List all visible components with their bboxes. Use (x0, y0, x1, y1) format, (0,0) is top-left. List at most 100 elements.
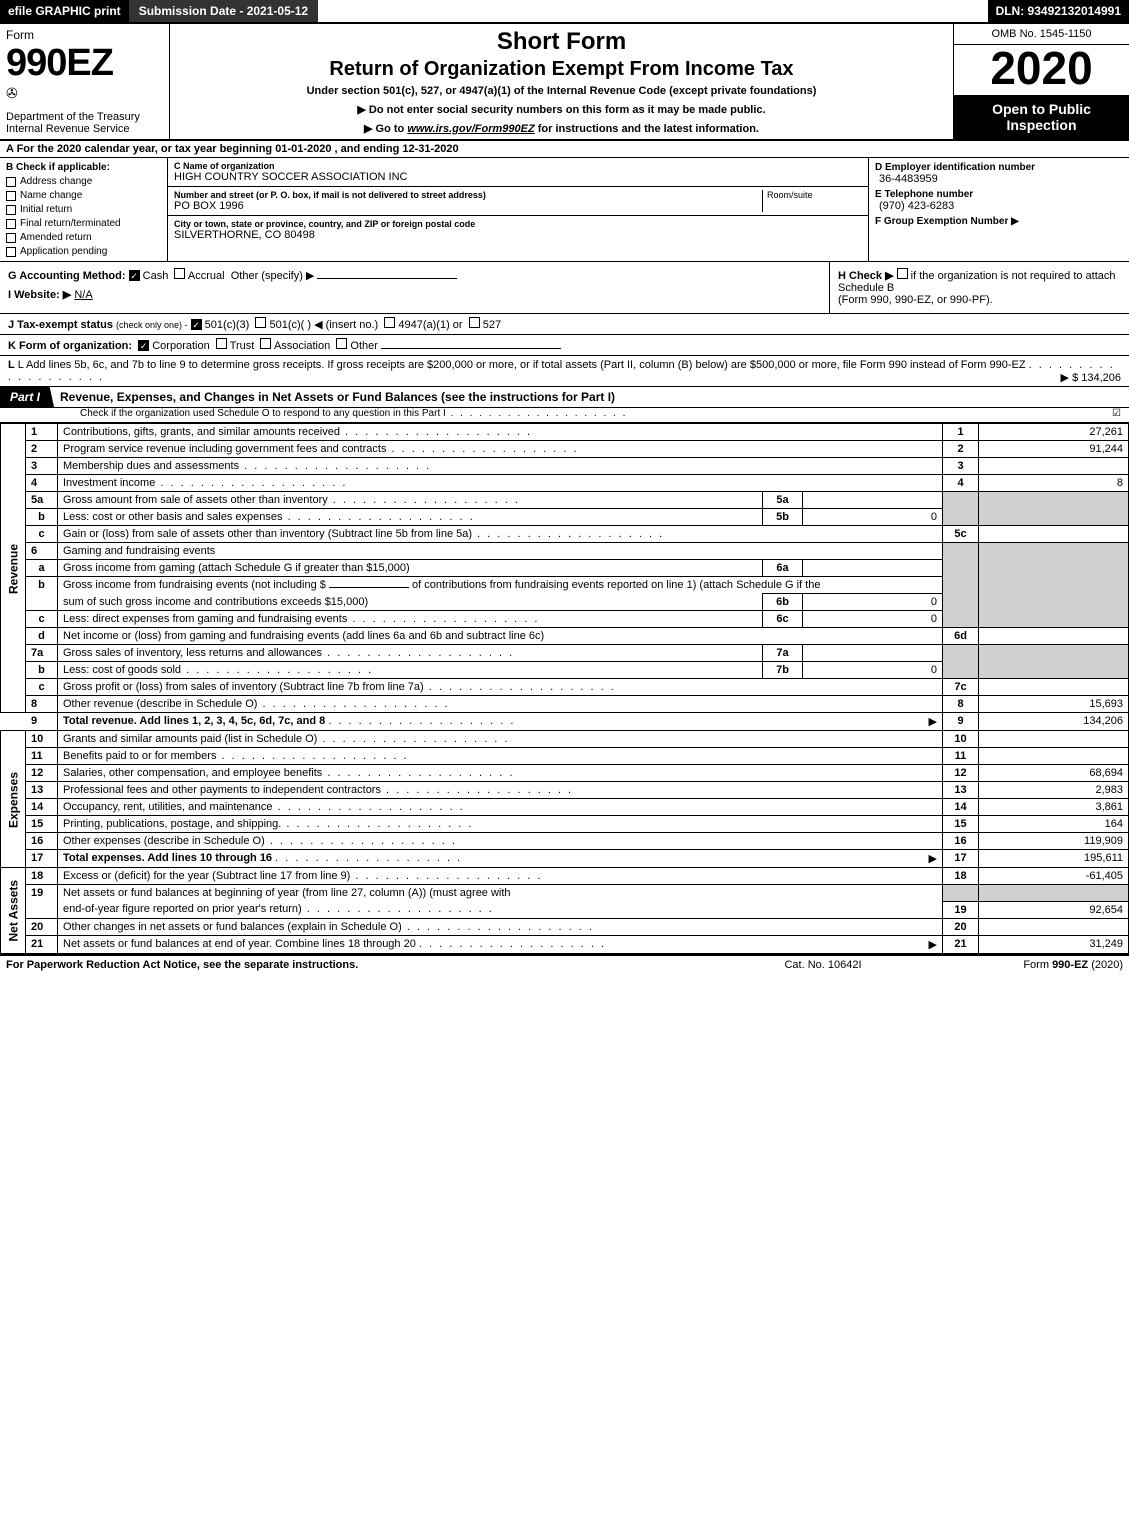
row-5c-val (979, 526, 1129, 543)
g-cash: Cash (143, 270, 169, 282)
shade-5ab (943, 492, 979, 526)
k-other-input[interactable] (381, 348, 561, 349)
row-6b-iv: 0 (803, 594, 943, 611)
l-amount: ▶ $ 134,206 (1061, 371, 1121, 384)
part1-sub: Check if the organization used Schedule … (0, 408, 1129, 423)
efile-label[interactable]: efile GRAPHIC print (0, 0, 129, 22)
chk-501c-icon[interactable] (255, 317, 266, 328)
street-value: PO BOX 1996 (174, 200, 762, 212)
row-18-val: -61,405 (979, 868, 1129, 885)
form-word: Form (6, 28, 34, 42)
chk-final-return[interactable]: Final return/terminated (6, 218, 161, 229)
row-5c-num: c (26, 526, 58, 543)
side-label-netassets: Net Assets (1, 868, 26, 954)
row-6b-blank[interactable] (329, 587, 409, 588)
row-10-desc: Grants and similar amounts paid (list in… (58, 731, 943, 748)
chk-4947-icon[interactable] (384, 317, 395, 328)
chk-accrual-icon[interactable] (174, 268, 185, 279)
row-19-num: 19 (26, 885, 58, 919)
chk-501c3-icon[interactable]: ✓ (191, 319, 202, 330)
street-label: Number and street (or P. O. box, if mail… (174, 190, 762, 200)
tax-year: 2020 (954, 45, 1129, 91)
checkbox-icon[interactable] (6, 233, 16, 243)
row-6d-col: 6d (943, 628, 979, 645)
row-6-desc: Gaming and fundraising events (58, 543, 943, 560)
row-9-val: 134,206 (979, 713, 1129, 731)
chk-cash-icon[interactable]: ✓ (129, 270, 140, 281)
k-o2: Trust (230, 340, 255, 352)
row-6a-ic: 6a (763, 560, 803, 577)
shade-6-v (979, 543, 1129, 628)
chk-name-change[interactable]: Name change (6, 190, 161, 201)
row-5a-iv (803, 492, 943, 509)
row-17-val: 195,611 (979, 850, 1129, 868)
section-ghi: G Accounting Method: ✓ Cash Accrual Othe… (0, 262, 1129, 314)
chk-initial-return[interactable]: Initial return (6, 204, 161, 215)
row-5a-desc: Gross amount from sale of assets other t… (58, 492, 763, 509)
form-number: 990EZ (6, 42, 113, 84)
open-to-public: Open to Public Inspection (954, 95, 1129, 139)
row-5c-desc: Gain or (loss) from sale of assets other… (58, 526, 943, 543)
j-pre: J Tax-exempt status (8, 319, 113, 331)
g-other-input[interactable] (317, 278, 457, 279)
phone-label: E Telephone number (875, 189, 1123, 200)
part1-header: Part I Revenue, Expenses, and Changes in… (0, 387, 1129, 408)
ein-value: 36-4483959 (879, 173, 1123, 185)
part1-sub-check-icon[interactable]: ☑ (1101, 408, 1121, 419)
row-11-desc: Benefits paid to or for members (58, 748, 943, 765)
side-blank (1, 713, 26, 731)
form-header: Form 990EZ ✇ Department of the Treasury … (0, 24, 1129, 141)
checkbox-icon[interactable] (6, 247, 16, 257)
row-6a-iv (803, 560, 943, 577)
row-6b-ic: 6b (763, 594, 803, 611)
row-12-num: 12 (26, 765, 58, 782)
row-4-num: 4 (26, 475, 58, 492)
checkbox-icon[interactable] (6, 191, 16, 201)
checkbox-icon[interactable] (6, 205, 16, 215)
row-4-desc: Investment income (58, 475, 943, 492)
row-21-desc: Net assets or fund balances at end of ye… (58, 935, 943, 953)
row-7c-desc: Gross profit or (loss) from sales of inv… (58, 679, 943, 696)
chk-h-icon[interactable] (897, 268, 908, 279)
row-21-val: 31,249 (979, 935, 1129, 953)
row-19-col: 19 (943, 901, 979, 918)
chk-application-pending[interactable]: Application pending (6, 246, 161, 257)
row-16-val: 119,909 (979, 833, 1129, 850)
row-17-col: 17 (943, 850, 979, 868)
header-left: Form 990EZ ✇ Department of the Treasury … (0, 24, 170, 139)
line-g: G Accounting Method: ✓ Cash Accrual Othe… (8, 268, 821, 282)
row-21-arrow-icon: ▶ (929, 938, 937, 951)
line-j: J Tax-exempt status (check only one) - ✓… (0, 314, 1129, 335)
row-6d-val (979, 628, 1129, 645)
ghi-left: G Accounting Method: ✓ Cash Accrual Othe… (0, 262, 829, 313)
chk-assoc-icon[interactable] (260, 338, 271, 349)
goto-post: for instructions and the latest informat… (538, 123, 759, 135)
chk-trust-icon[interactable] (216, 338, 227, 349)
under-section: Under section 501(c), 527, or 4947(a)(1)… (178, 85, 945, 97)
row-7a-ic: 7a (763, 645, 803, 662)
room-suite-label: Room/suite (762, 190, 862, 212)
chk-other-icon[interactable] (336, 338, 347, 349)
row-18-num: 18 (26, 868, 58, 885)
page-footer: For Paperwork Reduction Act Notice, see … (0, 954, 1129, 974)
j-o4: 527 (483, 319, 501, 331)
footer-left: For Paperwork Reduction Act Notice, see … (6, 959, 723, 971)
checkbox-icon[interactable] (6, 219, 16, 229)
shade-19 (943, 885, 979, 902)
shade-7-v (979, 645, 1129, 679)
chk-amended-return[interactable]: Amended return (6, 232, 161, 243)
row-16-desc: Other expenses (describe in Schedule O) (58, 833, 943, 850)
chk-527-icon[interactable] (469, 317, 480, 328)
row-6a-num: a (26, 560, 58, 577)
row-5b-desc: Less: cost or other basis and sales expe… (58, 509, 763, 526)
chk-corp-icon[interactable]: ✓ (138, 340, 149, 351)
part1-table: Revenue 1 Contributions, gifts, grants, … (0, 423, 1129, 954)
chk-address-change[interactable]: Address change (6, 176, 161, 187)
shade-5ab-v (979, 492, 1129, 526)
row-4-col: 4 (943, 475, 979, 492)
side-label-expenses: Expenses (1, 731, 26, 868)
row-5b-num: b (26, 509, 58, 526)
checkbox-icon[interactable] (6, 177, 16, 187)
shade-6 (943, 543, 979, 628)
goto-link[interactable]: www.irs.gov/Form990EZ (407, 123, 534, 135)
